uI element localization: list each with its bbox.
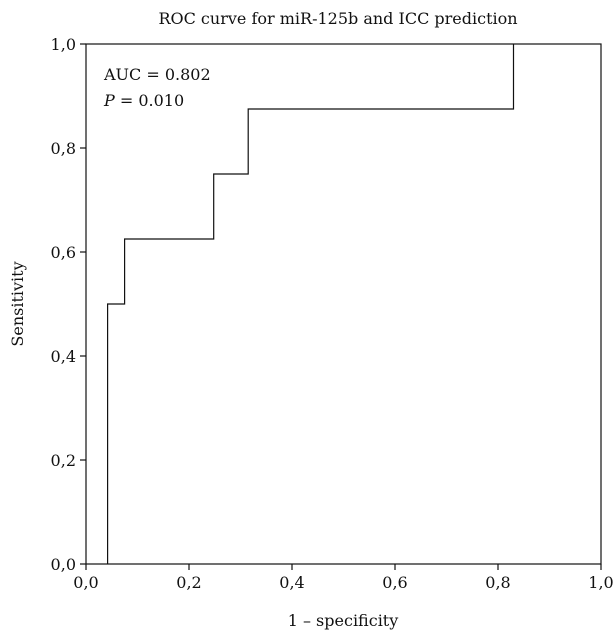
- y-tick-label: 0,4: [51, 347, 76, 366]
- y-tick-label: 0,8: [51, 139, 76, 158]
- auc-annotation: AUC = 0.802: [103, 65, 211, 84]
- y-axis-ticks: 0,0 0,2 0,4 0,6 0,8 1,0: [51, 35, 86, 574]
- p-value: = 0.010: [115, 91, 184, 110]
- y-tick-label: 1,0: [51, 35, 76, 54]
- plot-frame: [85, 43, 602, 565]
- y-axis-label: Sensitivity: [8, 261, 27, 346]
- x-axis-label: 1 – specificity: [288, 611, 399, 630]
- y-tick-label: 0,6: [51, 243, 76, 262]
- p-value-annotation: P = 0.010: [103, 91, 184, 110]
- x-tick-label: 0,0: [73, 573, 98, 592]
- chart-title: ROC curve for miR-125b and ICC predictio…: [158, 9, 517, 28]
- y-tick-label: 0,0: [51, 555, 76, 574]
- x-tick-label: 0,4: [279, 573, 304, 592]
- x-tick-label: 1,0: [588, 573, 613, 592]
- p-symbol: P: [103, 91, 115, 110]
- x-tick-label: 0,2: [176, 573, 201, 592]
- y-tick-label: 0,2: [51, 451, 76, 470]
- x-tick-label: 0,6: [382, 573, 407, 592]
- x-axis-ticks: 0,0 0,2 0,4 0,6 0,8 1,0: [73, 564, 614, 592]
- roc-curve-line: [107, 44, 515, 564]
- x-tick-label: 0,8: [485, 573, 510, 592]
